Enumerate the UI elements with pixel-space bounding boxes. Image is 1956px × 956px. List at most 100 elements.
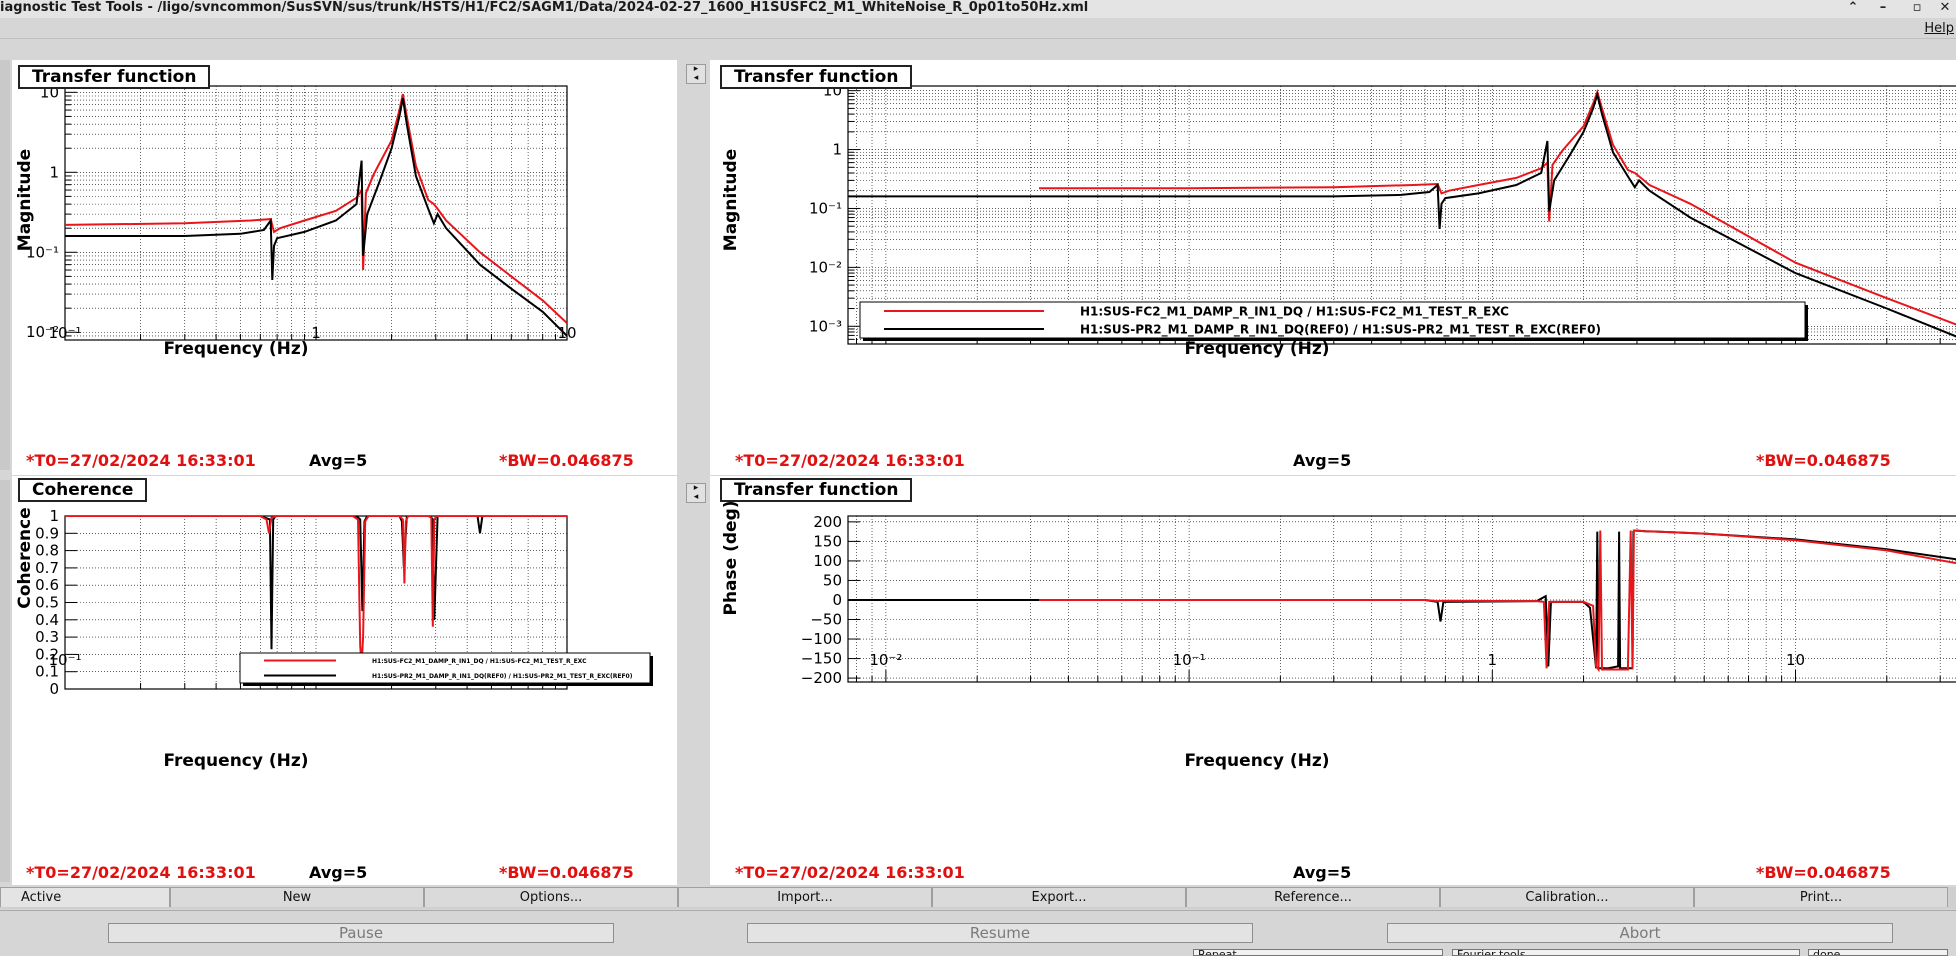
y-tick-label: 0.5 bbox=[35, 594, 59, 612]
x-axis-label: Frequency (Hz) bbox=[163, 751, 308, 771]
series-line-0 bbox=[65, 93, 567, 324]
y-tick-label: −100 bbox=[801, 630, 842, 648]
tab-new[interactable]: New bbox=[170, 887, 424, 907]
x-axis-label: Frequency (Hz) bbox=[1184, 751, 1329, 771]
y-tick-label: 1 bbox=[49, 163, 59, 181]
plot-panel-phase: 10⁻² 10⁻¹ 1 10 −200 −150 −100 −50 0 50 100 150 200 Fr… bbox=[710, 476, 1956, 885]
legend: H1:SUS-FC2_M1_DAMP_R_IN1_DQ / H1:SUS-FC2… bbox=[239, 652, 653, 686]
y-tick-label: 100 bbox=[813, 552, 842, 570]
series-line-1 bbox=[65, 97, 567, 337]
abort-button[interactable]: Abort bbox=[1387, 923, 1893, 943]
grid bbox=[64, 86, 568, 341]
window-titlebar: iagnostic Test Tools - /ligo/svncommon/S… bbox=[0, 0, 1956, 19]
y-tick-label: 1 bbox=[49, 507, 59, 525]
legend-box bbox=[859, 301, 1806, 339]
tab-import[interactable]: Import... bbox=[678, 887, 932, 907]
plot-panel-magnitude-left: 10⁻¹ 1 10 10⁻² 10⁻¹ 1 10 Frequency (Hz) Magnitud… bbox=[12, 60, 677, 475]
series-line-1 bbox=[1039, 529, 1956, 673]
y-tick-label: 150 bbox=[813, 532, 842, 550]
y-tick-label: 50 bbox=[823, 571, 842, 589]
pause-button[interactable]: Pause bbox=[108, 923, 614, 943]
y-tick-label: 0.9 bbox=[35, 524, 59, 542]
footer-t0: *T0=27/02/2024 16:33:01 bbox=[735, 863, 965, 882]
footer-bw: *BW=0.046875 bbox=[1756, 451, 1891, 470]
tab-options[interactable]: Options... bbox=[424, 887, 678, 907]
window-maximize-button[interactable]: ▫ bbox=[1912, 0, 1922, 15]
control-row: Pause Resume Abort Repeat Fourier tools … bbox=[0, 910, 1956, 956]
y-tick-label: 0.4 bbox=[35, 611, 59, 629]
menubar: Help bbox=[0, 18, 1956, 39]
series-line-1 bbox=[848, 91, 1956, 338]
x-tick-label: 10 bbox=[1786, 651, 1805, 669]
footer-bw: *BW=0.046875 bbox=[1756, 863, 1891, 882]
footer-bw: *BW=0.046875 bbox=[499, 451, 634, 470]
series-line-1 bbox=[65, 516, 567, 665]
y-tick-label: −200 bbox=[801, 669, 842, 687]
y-tick-label: 0.3 bbox=[35, 628, 59, 646]
legend-label: H1:SUS-FC2_M1_DAMP_R_IN1_DQ / H1:SUS-FC2… bbox=[372, 658, 587, 665]
y-tick-label: 10⁻² bbox=[809, 258, 842, 276]
tab-reference[interactable]: Reference... bbox=[1186, 887, 1440, 907]
footer-avg: Avg=5 bbox=[1293, 451, 1352, 470]
y-tick-label: 0.1 bbox=[35, 663, 59, 681]
tab-export[interactable]: Export... bbox=[932, 887, 1186, 907]
y-tick-label: 1 bbox=[832, 141, 842, 159]
window-shade-button[interactable]: ⌃ bbox=[1847, 0, 1859, 15]
y-axis-label: Magnitude bbox=[15, 149, 35, 251]
plot-frame bbox=[847, 85, 1956, 345]
legend-label: H1:SUS-FC2_M1_DAMP_R_IN1_DQ / H1:SUS-FC2… bbox=[1080, 305, 1509, 320]
footer-bw: *BW=0.046875 bbox=[499, 863, 634, 882]
y-tick-label: 0.8 bbox=[35, 542, 59, 560]
series-line-0 bbox=[65, 516, 567, 650]
panel-arrow-buttons-bottom[interactable]: ▸ ◂ bbox=[686, 483, 706, 503]
y-tick-label: 10⁻¹ bbox=[26, 243, 59, 261]
window-title: iagnostic Test Tools - /ligo/svncommon/S… bbox=[0, 0, 1089, 15]
panel-arrow-buttons-top[interactable]: ▸ ◂ bbox=[686, 64, 706, 84]
y-tick-label: 0.7 bbox=[35, 559, 59, 577]
panel-title: Transfer function bbox=[18, 65, 211, 89]
resume-button[interactable]: Resume bbox=[747, 923, 1253, 943]
footer-avg: Avg=5 bbox=[309, 863, 368, 882]
x-tick-label: 10 bbox=[557, 324, 576, 342]
y-axis-label: Magnitude bbox=[721, 149, 741, 251]
y-tick-label: 10⁻³ bbox=[809, 317, 842, 335]
plot-frame bbox=[64, 85, 568, 341]
page-tabs: Active New Options... Import... Export..… bbox=[0, 887, 1956, 909]
panel-title: Coherence bbox=[18, 478, 148, 502]
y-tick-label: 0 bbox=[832, 591, 842, 609]
tab-print[interactable]: Print... bbox=[1694, 887, 1948, 907]
x-tick-label: 10⁻¹ bbox=[1173, 651, 1206, 669]
y-tick-label: 200 bbox=[813, 513, 842, 531]
y-tick-label: 0.2 bbox=[35, 645, 59, 663]
window-close-button[interactable]: ✕ bbox=[1939, 0, 1951, 15]
legend-label: H1:SUS-PR2_M1_DAMP_R_IN1_DQ(REF0) / H1:S… bbox=[1080, 323, 1601, 338]
x-tick-label: 10⁻¹ bbox=[48, 324, 81, 342]
y-axis-label: Phase (deg) bbox=[721, 500, 741, 615]
x-axis-label: Frequency (Hz) bbox=[163, 339, 308, 359]
y-tick-label: 0 bbox=[49, 680, 59, 698]
series-line-0 bbox=[1039, 88, 1956, 326]
left-scroll-strip-top[interactable] bbox=[0, 60, 10, 470]
y-tick-label: 10⁻¹ bbox=[809, 199, 842, 217]
panel-title: Transfer function bbox=[720, 65, 913, 89]
tab-calibration[interactable]: Calibration... bbox=[1440, 887, 1694, 907]
grid bbox=[848, 516, 1956, 682]
x-tick-label: 10⁻² bbox=[869, 651, 902, 669]
footer-avg: Avg=5 bbox=[309, 451, 368, 470]
help-menu[interactable]: Help bbox=[1924, 21, 1954, 36]
legend-box bbox=[239, 652, 651, 684]
y-tick-label: 0.6 bbox=[35, 576, 59, 594]
plot-panel-coherence: 10⁻¹11000.10.20.30.40.50.60.70.80.91Freq… bbox=[12, 476, 677, 885]
y-axis-label: Coherence bbox=[15, 507, 35, 608]
left-scroll-strip-bottom[interactable] bbox=[0, 480, 10, 882]
coherence-plot[interactable]: 10⁻¹11000.10.20.30.40.50.60.70.80.91Freq… bbox=[12, 476, 677, 885]
footer-t0: *T0=27/02/2024 16:33:01 bbox=[26, 451, 256, 470]
legend: H1:SUS-FC2_M1_DAMP_R_IN1_DQ / H1:SUS-FC2… bbox=[859, 301, 1808, 341]
window-minimize-button[interactable]: – bbox=[1879, 0, 1887, 15]
tab-active[interactable]: Active bbox=[0, 887, 170, 907]
footer-t0: *T0=27/02/2024 16:33:01 bbox=[26, 863, 256, 882]
